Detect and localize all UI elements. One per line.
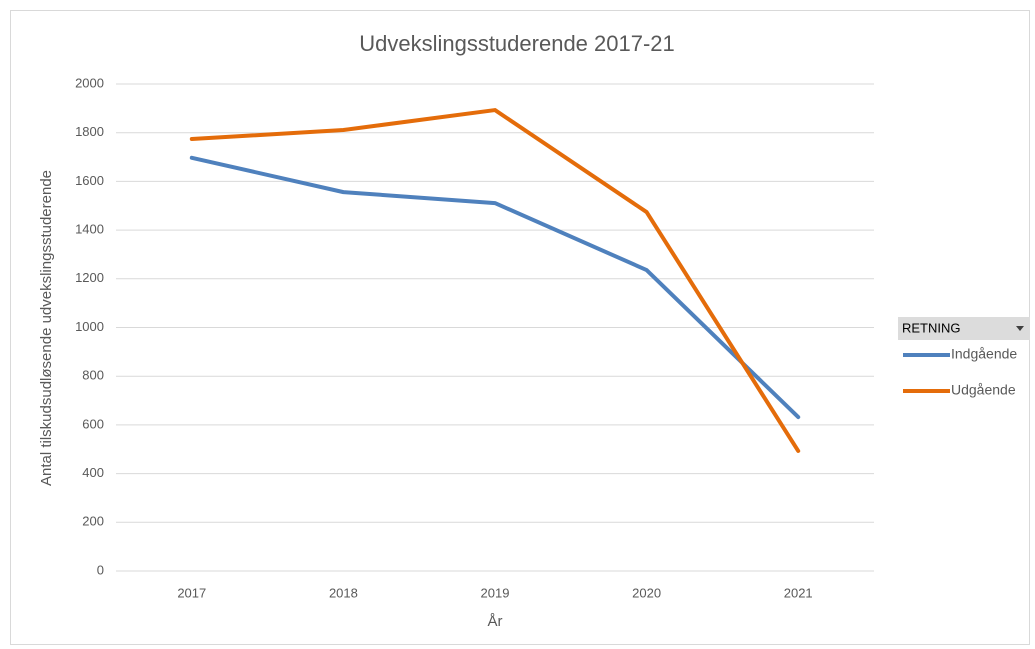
x-tick-label: 2017 (177, 585, 206, 600)
legend-label: Udgående (951, 382, 1016, 398)
x-axis-label: År (488, 613, 503, 630)
series-line (189, 108, 801, 453)
y-tick-label: 400 (82, 465, 104, 480)
y-tick-label: 0 (97, 562, 104, 577)
y-tick-label: 1600 (75, 173, 104, 188)
x-tick-label: 2021 (784, 585, 813, 600)
y-tick-label: 1000 (75, 319, 104, 334)
chart-title: Udvekslingsstuderende 2017-21 (359, 31, 675, 56)
y-tick-label: 1400 (75, 222, 104, 237)
legend-title: RETNING (902, 320, 961, 335)
y-tick-label: 800 (82, 368, 104, 383)
legend-header[interactable] (898, 317, 1030, 340)
y-tick-label: 600 (82, 416, 104, 431)
legend-label: Indgående (951, 346, 1017, 362)
series-line (189, 155, 801, 420)
y-tick-label: 2000 (75, 75, 104, 90)
x-tick-label: 2018 (329, 585, 358, 600)
y-tick-label: 1800 (75, 124, 104, 139)
dropdown-arrow[interactable] (1016, 326, 1024, 331)
x-tick-label: 2020 (632, 585, 661, 600)
y-tick-label: 200 (82, 514, 104, 529)
y-axis-label: Antal tilskudsudløsende udvekslingsstude… (38, 170, 55, 486)
y-tick-label: 1200 (75, 270, 104, 285)
x-tick-label: 2019 (481, 585, 510, 600)
